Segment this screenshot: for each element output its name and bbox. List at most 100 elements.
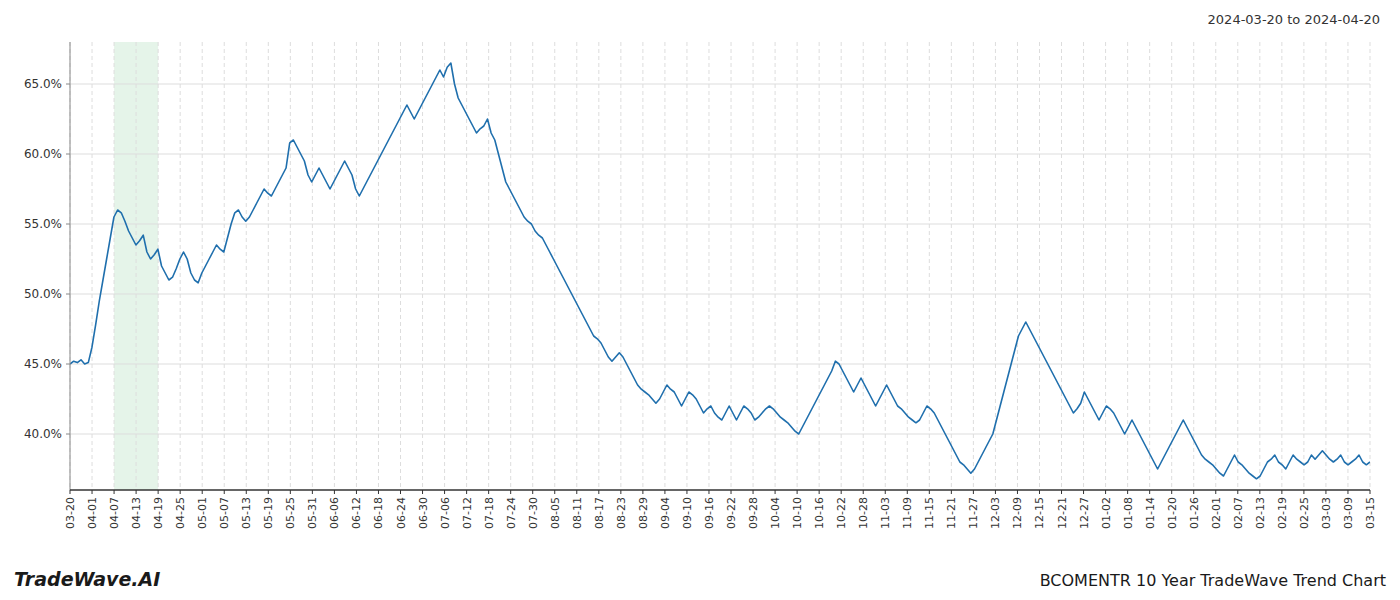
y-grid-line (70, 364, 1370, 365)
x-tick (598, 490, 599, 494)
x-tick (290, 490, 291, 494)
x-tick-label: 08-23 (615, 497, 628, 529)
x-tick (929, 490, 930, 494)
x-tick (224, 490, 225, 494)
y-grid-line (70, 154, 1370, 155)
x-grid-line (400, 42, 401, 490)
x-grid-line (642, 42, 643, 490)
x-tick (422, 490, 423, 494)
x-grid-line (1149, 42, 1150, 490)
y-tick (66, 154, 70, 155)
x-tick-label: 12-03 (989, 497, 1002, 529)
x-grid-line (268, 42, 269, 490)
line (70, 63, 1370, 479)
x-grid-line (1193, 42, 1194, 490)
y-tick (66, 434, 70, 435)
x-grid-line (775, 42, 776, 490)
x-tick-label: 01-14 (1144, 497, 1157, 529)
x-grid-line (466, 42, 467, 490)
x-tick (1149, 490, 1150, 494)
x-tick (797, 490, 798, 494)
x-tick (775, 490, 776, 494)
x-tick (444, 490, 445, 494)
x-grid-line (1303, 42, 1304, 490)
y-tick (66, 224, 70, 225)
x-grid-line (290, 42, 291, 490)
x-grid-line (136, 42, 137, 490)
x-tick (268, 490, 269, 494)
x-tick-label: 12-09 (1011, 497, 1024, 529)
x-tick-label: 01-26 (1188, 497, 1201, 529)
x-grid-line (180, 42, 181, 490)
x-tick (1325, 490, 1326, 494)
x-tick (576, 490, 577, 494)
highlight-band (114, 42, 158, 490)
x-tick (1281, 490, 1282, 494)
x-tick (1061, 490, 1062, 494)
subtitle: 2024-03-20 to 2024-04-20 (1208, 12, 1380, 27)
x-tick-label: 10-04 (769, 497, 782, 529)
x-grid-line (334, 42, 335, 490)
x-grid-line (1215, 42, 1216, 490)
y-grid-line (70, 84, 1370, 85)
x-tick-label: 04-13 (130, 497, 143, 529)
x-tick-label: 08-29 (637, 497, 650, 529)
chart: 40.0%45.0%50.0%55.0%60.0%65.0%03-2004-01… (0, 0, 1400, 600)
x-tick (819, 490, 820, 494)
x-tick (1017, 490, 1018, 494)
x-tick-label: 02-13 (1254, 497, 1267, 529)
x-tick (1083, 490, 1084, 494)
x-tick (246, 490, 247, 494)
x-tick-label: 08-11 (571, 497, 584, 529)
x-tick-label: 05-01 (196, 497, 209, 529)
x-tick (202, 490, 203, 494)
x-tick (1370, 490, 1371, 494)
x-grid-line (1325, 42, 1326, 490)
x-grid-line (1281, 42, 1282, 490)
x-grid-line (202, 42, 203, 490)
x-tick-label: 02-01 (1210, 497, 1223, 529)
x-tick (114, 490, 115, 494)
x-tick (1237, 490, 1238, 494)
y-tick-label: 40.0% (24, 427, 62, 441)
x-grid-line (819, 42, 820, 490)
x-tick (510, 490, 511, 494)
x-grid-line (1237, 42, 1238, 490)
x-tick (907, 490, 908, 494)
x-tick (356, 490, 357, 494)
y-tick (66, 364, 70, 365)
x-tick (664, 490, 665, 494)
y-tick-label: 60.0% (24, 147, 62, 161)
x-tick-label: 09-04 (659, 497, 672, 529)
x-grid-line (378, 42, 379, 490)
x-tick-label: 04-07 (108, 497, 121, 529)
x-tick (400, 490, 401, 494)
x-tick (1303, 490, 1304, 494)
x-tick (1193, 490, 1194, 494)
x-grid-line (841, 42, 842, 490)
x-tick-label: 06-18 (372, 497, 385, 529)
x-tick-label: 11-03 (879, 497, 892, 529)
x-tick-label: 08-17 (593, 497, 606, 529)
x-grid-line (1259, 42, 1260, 490)
x-tick-label: 10-22 (835, 497, 848, 529)
x-tick (885, 490, 886, 494)
x-tick-label: 07-24 (505, 497, 518, 529)
x-tick-label: 07-12 (461, 497, 474, 529)
y-tick-label: 55.0% (24, 217, 62, 231)
x-tick (136, 490, 137, 494)
x-tick (951, 490, 952, 494)
x-tick (466, 490, 467, 494)
x-tick-label: 09-10 (681, 497, 694, 529)
x-axis-line (70, 489, 1370, 491)
x-grid-line (114, 42, 115, 490)
y-tick-label: 65.0% (24, 77, 62, 91)
x-tick (532, 490, 533, 494)
plot-area (70, 63, 1370, 479)
x-tick-label: 02-07 (1232, 497, 1245, 529)
x-grid-line (664, 42, 665, 490)
x-tick-label: 05-19 (262, 497, 275, 529)
x-tick (863, 490, 864, 494)
x-grid-line (1347, 42, 1348, 490)
x-grid-line (158, 42, 159, 490)
